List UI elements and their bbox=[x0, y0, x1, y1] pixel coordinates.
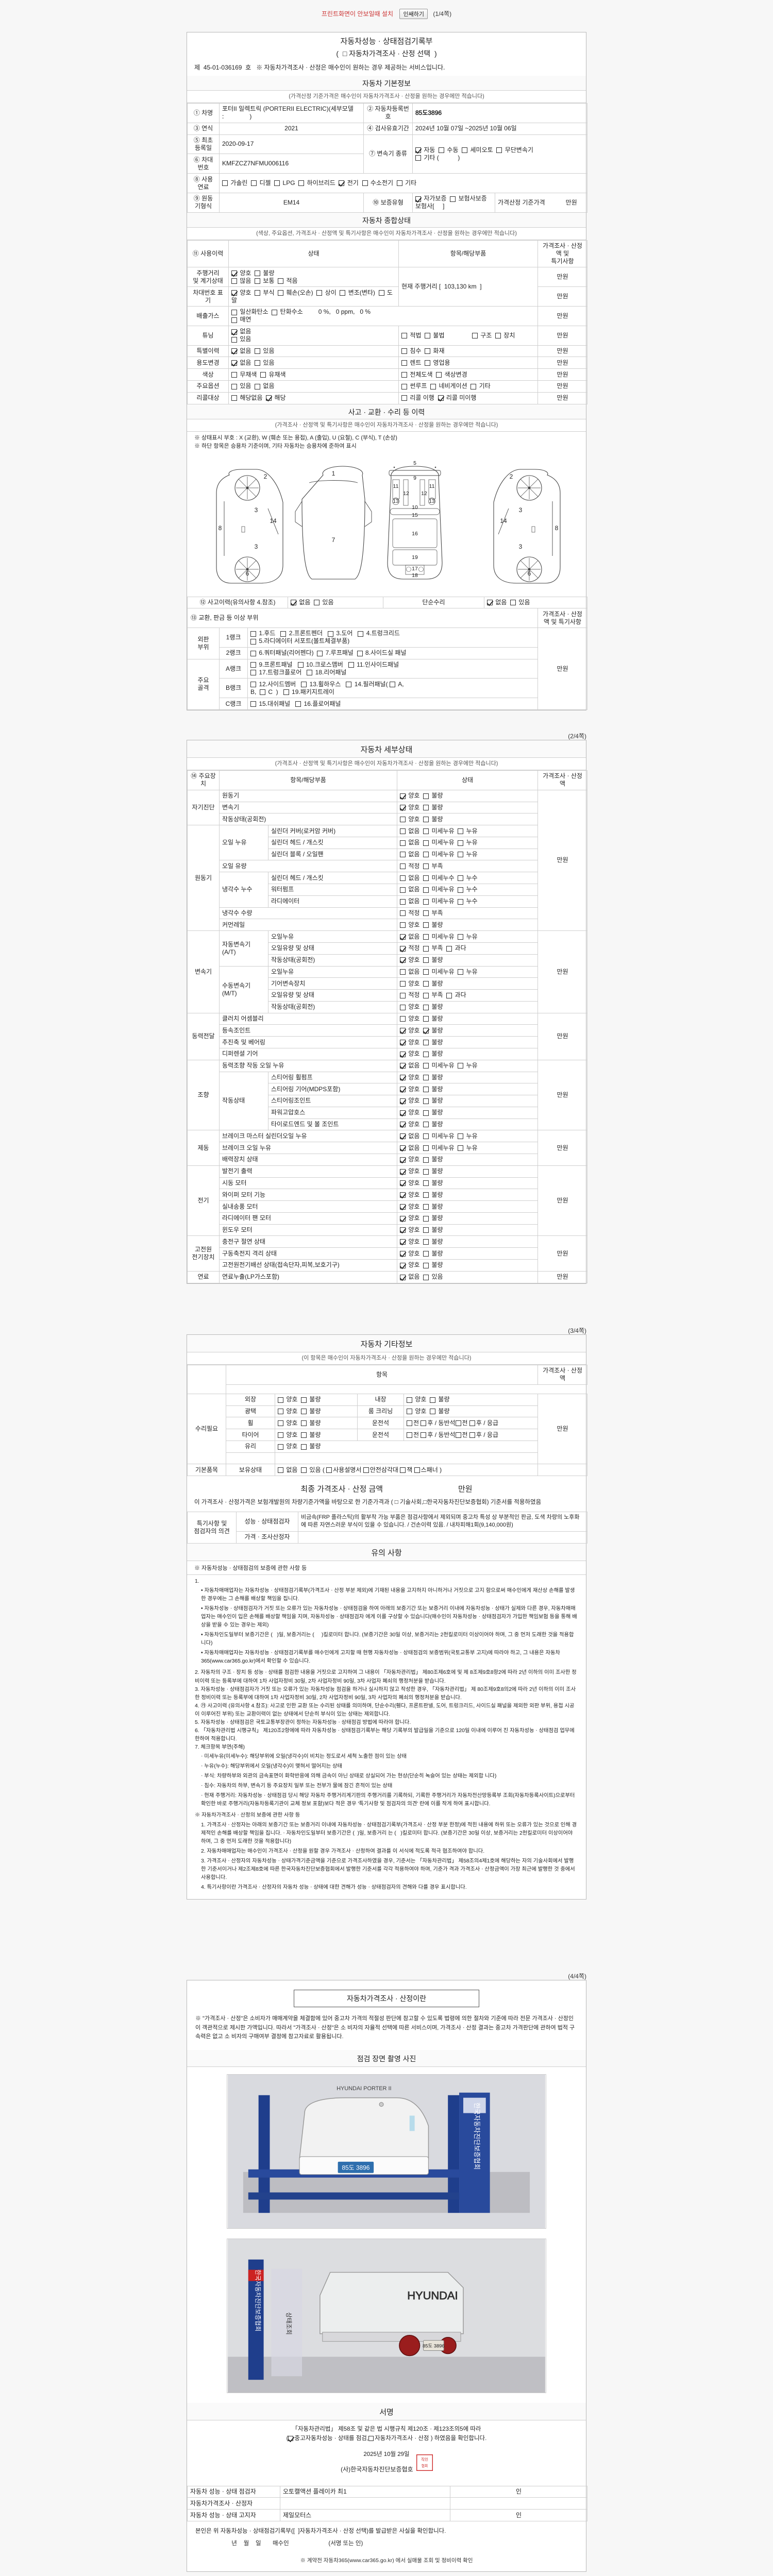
svg-text:14: 14 bbox=[270, 517, 277, 524]
svg-text:HYUNDAI PORTER II: HYUNDAI PORTER II bbox=[337, 2086, 391, 2092]
svg-text:13: 13 bbox=[393, 498, 399, 504]
svg-text:8: 8 bbox=[219, 524, 222, 532]
svg-text:상태조회: 상태조회 bbox=[285, 2312, 292, 2335]
svg-text:9: 9 bbox=[413, 475, 416, 481]
svg-text:11: 11 bbox=[429, 483, 435, 489]
svg-text:19: 19 bbox=[412, 554, 418, 561]
svg-text:85도 3896: 85도 3896 bbox=[423, 2343, 445, 2348]
svg-text:한국자동차진단보증협회: 한국자동차진단보증협회 bbox=[473, 2103, 481, 2170]
svg-text:6: 6 bbox=[528, 570, 531, 577]
svg-text:17: 17 bbox=[412, 566, 418, 572]
svg-text:12: 12 bbox=[421, 490, 427, 497]
svg-text:1: 1 bbox=[332, 470, 335, 477]
svg-text:3: 3 bbox=[519, 506, 523, 514]
svg-text:13: 13 bbox=[429, 498, 435, 504]
svg-text:HYUNDAI: HYUNDAI bbox=[407, 2289, 458, 2302]
svg-text:11: 11 bbox=[393, 483, 399, 489]
svg-text:협회: 협회 bbox=[422, 2463, 428, 2468]
svg-text:3: 3 bbox=[255, 506, 258, 514]
svg-text:10: 10 bbox=[412, 504, 418, 511]
svg-text:2: 2 bbox=[264, 473, 267, 480]
svg-text:한국자동차진단보증협회: 한국자동차진단보증협회 bbox=[255, 2269, 262, 2332]
svg-text:15: 15 bbox=[412, 512, 418, 518]
svg-text:3: 3 bbox=[255, 543, 258, 550]
svg-text:2: 2 bbox=[510, 473, 513, 480]
svg-text:직인: 직인 bbox=[421, 2456, 428, 2462]
svg-text:5: 5 bbox=[413, 460, 416, 466]
svg-text:16: 16 bbox=[412, 531, 418, 537]
svg-text:12: 12 bbox=[403, 490, 409, 497]
svg-text:8: 8 bbox=[555, 524, 559, 532]
svg-text:6: 6 bbox=[246, 570, 249, 577]
svg-text:85도 3896: 85도 3896 bbox=[342, 2164, 369, 2172]
svg-text:18: 18 bbox=[412, 572, 418, 579]
svg-text:7: 7 bbox=[332, 536, 335, 544]
svg-text:14: 14 bbox=[500, 517, 507, 524]
svg-text:3: 3 bbox=[519, 543, 523, 550]
